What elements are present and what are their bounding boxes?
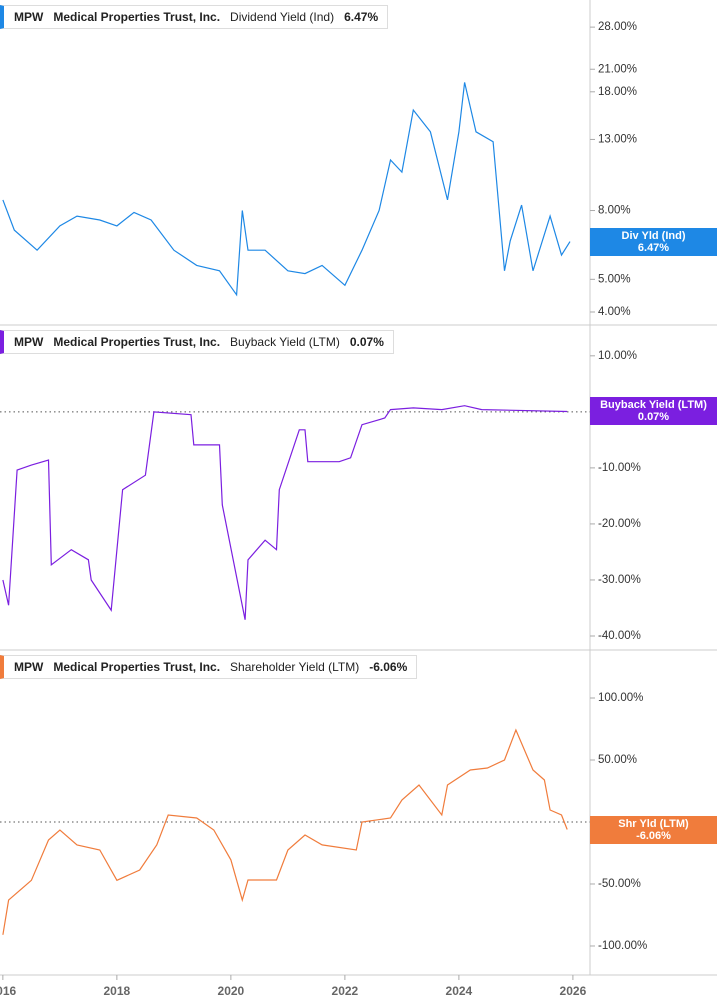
y-tick-label: 18.00% bbox=[598, 86, 637, 98]
current-value: 0.07% bbox=[349, 335, 384, 349]
x-tick-label: 2020 bbox=[218, 984, 245, 998]
y-tick-label: 4.00% bbox=[598, 306, 631, 318]
legend-header: MPW Medical Properties Trust, Inc. Shareho… bbox=[0, 655, 418, 679]
y-tick-label: 5.00% bbox=[598, 273, 631, 285]
series-name: Buyback Yield (LTM) bbox=[230, 335, 340, 349]
badge-label: Shr Yld (LTM) bbox=[618, 817, 689, 830]
y-tick-label: -40.00% bbox=[598, 630, 641, 642]
value-badge: Shr Yld (LTM) -6.06% bbox=[590, 815, 717, 844]
data-line bbox=[2, 728, 568, 935]
current-value: -6.06% bbox=[369, 660, 408, 674]
x-tick-label: 2026 bbox=[560, 984, 587, 998]
ticker: MPW bbox=[14, 335, 44, 349]
value-badge: Div Yld (Ind) 6.47% bbox=[590, 227, 717, 256]
y-tick-label: 100.00% bbox=[598, 692, 643, 704]
current-value: 6.47% bbox=[344, 10, 379, 24]
badge-value: 6.47% bbox=[637, 241, 670, 254]
x-tick-label: 2022 bbox=[332, 984, 359, 998]
y-tick-label: -30.00% bbox=[598, 574, 641, 586]
legend-header: MPW Medical Properties Trust, Inc. Dividen… bbox=[0, 5, 389, 29]
company-name: Medical Properties Trust, Inc. bbox=[53, 660, 221, 674]
x-tick-label: 2024 bbox=[446, 984, 473, 998]
x-tick-label: 2016 bbox=[0, 984, 17, 998]
data-line bbox=[2, 405, 568, 620]
y-tick-label: 21.00% bbox=[598, 63, 637, 75]
badge-label: Buyback Yield (LTM) bbox=[600, 399, 707, 412]
value-badge: Buyback Yield (LTM) 0.07% bbox=[590, 397, 717, 426]
badge-label: Div Yld (Ind) bbox=[621, 229, 686, 242]
ticker: MPW bbox=[14, 10, 44, 24]
company-name: Medical Properties Trust, Inc. bbox=[53, 335, 221, 349]
badge-value: -6.06% bbox=[636, 829, 671, 842]
y-tick-label: 10.00% bbox=[598, 350, 637, 362]
y-tick-label: -50.00% bbox=[598, 878, 641, 890]
y-tick-label: -20.00% bbox=[598, 518, 641, 530]
series-name: Shareholder Yield (LTM) bbox=[230, 660, 360, 674]
y-tick-label: 8.00% bbox=[598, 205, 631, 217]
ticker: MPW bbox=[14, 660, 44, 674]
x-tick-label: 2018 bbox=[104, 984, 131, 998]
y-tick-label: 28.00% bbox=[598, 21, 637, 33]
y-tick-label: 13.00% bbox=[598, 133, 637, 145]
legend-header: MPW Medical Properties Trust, Inc. Buyback… bbox=[0, 330, 394, 354]
y-tick-label: -10.00% bbox=[598, 462, 641, 474]
series-name: Dividend Yield (Ind) bbox=[230, 10, 335, 24]
company-name: Medical Properties Trust, Inc. bbox=[53, 10, 221, 24]
y-tick-label: 50.00% bbox=[598, 754, 637, 766]
y-tick-label: -100.00% bbox=[598, 940, 647, 952]
badge-value: 0.07% bbox=[637, 411, 670, 424]
data-line bbox=[2, 82, 571, 297]
